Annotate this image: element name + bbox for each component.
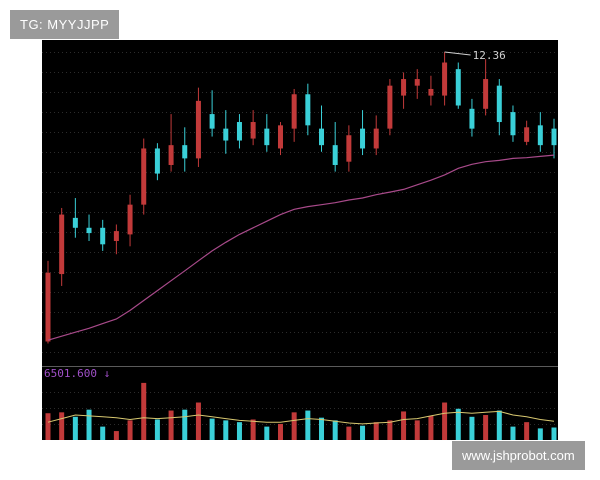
candle-body [168, 145, 174, 165]
volume-bar [86, 409, 92, 440]
volume-bar [236, 422, 242, 440]
candle-body [524, 127, 530, 142]
candle-body [537, 125, 543, 146]
volume-bar [332, 420, 338, 440]
candle-body [195, 100, 201, 159]
watermark-bottom-right: www.jshprobot.com [452, 441, 585, 470]
price-moving-average [47, 154, 555, 341]
candle-body [401, 79, 407, 96]
volume-bar [100, 426, 106, 440]
volume-bar [141, 382, 147, 440]
volume-bar [401, 411, 407, 440]
volume-caption: 6501.600 ↓ [44, 367, 110, 380]
candle-body [373, 128, 379, 149]
candle-body [305, 94, 311, 126]
candle-body [551, 128, 557, 146]
candle-body [277, 125, 283, 149]
candle-body [291, 94, 297, 129]
candle-body [428, 88, 434, 96]
volume-bar [442, 402, 448, 440]
volume-bar [387, 420, 393, 440]
volume-bar [264, 426, 270, 440]
candle-body [250, 122, 256, 139]
volume-bar [277, 423, 283, 440]
candle-body [414, 79, 420, 86]
annotation-leader-line [444, 51, 471, 56]
candle-body [72, 217, 78, 228]
volume-bar [127, 420, 133, 440]
volume-ma-line [47, 410, 555, 425]
price-ma-line [47, 154, 555, 341]
volume-panel-background [42, 366, 558, 440]
candle-body [127, 204, 133, 235]
candle-body [182, 145, 188, 159]
volume-bar [72, 416, 78, 440]
candle-body [86, 227, 92, 234]
candle-body [59, 214, 65, 275]
volume-bar [455, 408, 461, 440]
candle-body [455, 69, 461, 106]
volume-bar [305, 410, 311, 440]
volume-bar [360, 425, 366, 440]
high-price-annotation: 12.36 [444, 49, 506, 62]
candle-body [496, 85, 502, 123]
volume-bars [45, 382, 557, 440]
volume-bar [59, 412, 65, 440]
volume-bar [414, 420, 420, 440]
candle-body [510, 112, 516, 136]
candle-body [360, 128, 366, 149]
volume-bar [551, 427, 557, 440]
volume-moving-average [47, 410, 555, 425]
candle-body [141, 148, 147, 205]
volume-bar [537, 428, 543, 440]
volume-bar [524, 422, 530, 440]
volume-bar [209, 418, 215, 440]
volume-bar [373, 422, 379, 440]
volume-bar [510, 426, 516, 440]
volume-bar [182, 409, 188, 440]
candle-body [154, 148, 160, 174]
candle-body [264, 128, 270, 146]
volume-bar [428, 415, 434, 440]
watermark-top-left: TG: MYYJJPP [10, 10, 120, 39]
volume-bar [346, 426, 352, 440]
volume-bar [483, 415, 489, 440]
volume-bar [469, 416, 475, 440]
candle-body [113, 231, 119, 242]
candle-body [387, 85, 393, 129]
volume-bar [195, 402, 201, 440]
candle-body [332, 145, 338, 165]
candle-body [319, 128, 325, 146]
candle-body [469, 108, 475, 129]
candle-body [346, 135, 352, 162]
volume-bar [154, 419, 160, 440]
candle-body [100, 227, 106, 245]
volume-bar [45, 413, 51, 440]
volume-bar [223, 420, 229, 440]
volume-bar [496, 410, 502, 440]
candle-body [45, 272, 51, 342]
candle-body [223, 128, 229, 141]
volume-bar [250, 419, 256, 440]
volume-bar [168, 410, 174, 440]
volume-bar [291, 412, 297, 440]
price-candles [45, 51, 557, 344]
volume-bar [113, 431, 119, 440]
candle-body [236, 122, 242, 141]
volume-bar [319, 417, 325, 440]
candle-body [209, 114, 215, 129]
candle-body [442, 62, 448, 96]
candle-body [483, 79, 489, 109]
annotation-label: 12.36 [473, 49, 506, 62]
